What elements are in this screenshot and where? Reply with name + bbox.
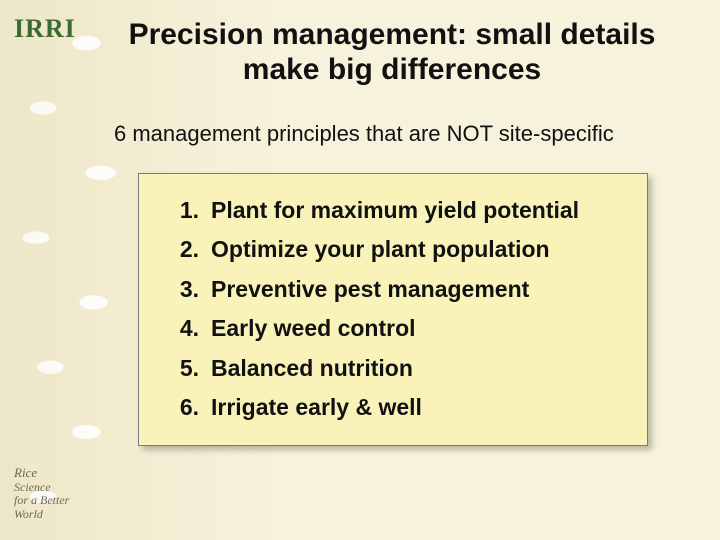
principles-box: 1. Plant for maximum yield potential 2. … <box>138 173 648 446</box>
list-number: 2. <box>165 235 199 264</box>
title-line-1: Precision management: small details <box>129 18 656 51</box>
irri-logo: IRRI <box>14 14 76 44</box>
slide-subtitle: 6 management principles that are NOT sit… <box>114 121 672 147</box>
principles-list: 1. Plant for maximum yield potential 2. … <box>165 196 627 423</box>
footer-line: Science <box>14 480 51 494</box>
footer-line: World <box>14 507 43 521</box>
list-item: Early weed control <box>211 314 627 343</box>
list-item: Balanced nutrition <box>211 354 627 383</box>
slide: IRRI Precision management: small details… <box>0 0 720 540</box>
slide-title: Precision management: small details make… <box>102 18 682 87</box>
list-number: 6. <box>165 393 199 422</box>
footer-line: Rice <box>14 465 37 480</box>
footer-tagline: Rice Science for a Better World <box>14 466 92 522</box>
list-item: Optimize your plant population <box>211 235 627 264</box>
list-item: Irrigate early & well <box>211 393 627 422</box>
list-item: Preventive pest management <box>211 275 627 304</box>
list-number: 4. <box>165 314 199 343</box>
footer-line: for a Better <box>14 493 69 507</box>
title-line-2: make big differences <box>243 53 541 86</box>
list-item: Plant for maximum yield potential <box>211 196 627 225</box>
list-number: 5. <box>165 354 199 383</box>
list-number: 1. <box>165 196 199 225</box>
list-number: 3. <box>165 275 199 304</box>
